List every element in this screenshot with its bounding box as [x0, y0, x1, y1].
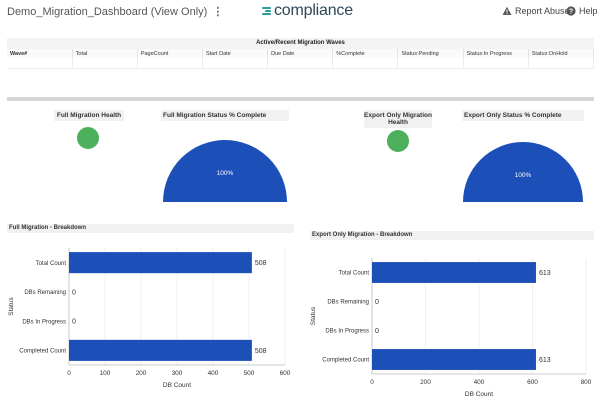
export-gauge-value: 100%: [514, 172, 532, 179]
y-axis-title: Status: [310, 306, 317, 325]
dashboard-title-text: Demo_Migration_Dashboard (View Only): [7, 6, 208, 18]
export-health-title-text: Export Only Migration Health: [364, 112, 432, 126]
y-category-label: DBs In Progress: [22, 319, 66, 325]
x-tick-label: 800: [581, 379, 592, 386]
export-breakdown-chart: 0 200 400 600 800 Total Count 613 DBs Remaining…: [310, 258, 592, 398]
bar: [372, 349, 536, 370]
export-health-title: Export Only Migration Health: [364, 110, 432, 128]
column-header[interactable]: Status:Pending: [397, 49, 464, 58]
svg-text:?: ?: [569, 9, 573, 16]
bar-value-label: 0: [375, 299, 379, 306]
bar-value-label: 613: [539, 357, 551, 364]
x-axis-title: DB Count: [465, 391, 493, 398]
column-header[interactable]: PageCount: [137, 49, 203, 58]
full-status-gauge: [163, 140, 287, 202]
y-category-label: Total Count: [36, 261, 67, 267]
more-options-icon[interactable]: ⋮: [212, 6, 224, 18]
column-header[interactable]: Start Date: [202, 49, 269, 58]
full-gauge-value: 100%: [216, 170, 234, 177]
full-health-title-text: Full Migration Health: [56, 112, 122, 119]
export-status-title-text: Export Only Status % Complete: [464, 112, 562, 119]
table-row: [7, 58, 595, 69]
y-category-label: Completed Count: [322, 358, 369, 364]
help-link[interactable]: ? Help: [566, 6, 598, 16]
bar-value-label: 613: [539, 270, 551, 277]
y-category-label: Completed Count: [19, 349, 66, 355]
x-tick-label: 0: [67, 370, 71, 377]
column-header[interactable]: Due Date: [267, 49, 334, 58]
x-tick-label: 0: [370, 379, 374, 386]
y-category-label: DBs Remaining: [327, 300, 369, 306]
x-tick-label: 300: [172, 370, 183, 377]
y-axis-title: Status: [8, 297, 15, 316]
x-tick-label: 200: [420, 379, 431, 386]
bar-value-label: 0: [375, 328, 379, 335]
logo-text: compliance: [274, 2, 353, 19]
column-header[interactable]: Status:In Progress: [463, 49, 529, 58]
report-abuse-label: Report Abuse: [515, 6, 570, 16]
full-health-status-dot: [77, 127, 99, 149]
full-breakdown-title: Full Migration - Breakdown: [7, 224, 294, 233]
export-status-title: Export Only Status % Complete: [462, 110, 584, 121]
y-category-label: Total Count: [339, 271, 370, 277]
export-breakdown-title: Export Only Migration - Breakdown: [310, 231, 594, 240]
x-tick-label: 100: [100, 370, 111, 377]
y-category-label: DBs Remaining: [24, 290, 66, 296]
dashboard-title: Demo_Migration_Dashboard (View Only) ⋮: [7, 5, 223, 18]
waves-header-row: Wave# Total PageCount Start Date Due Dat…: [7, 49, 595, 58]
x-tick-label: 600: [527, 379, 538, 386]
full-breakdown-chart: 0 100 200 300 400 500 600 Total Count 508 DBs Rem…: [8, 248, 291, 389]
full-gauge-arc: [163, 140, 287, 202]
logo-mark-icon: [262, 5, 273, 17]
bar: [69, 252, 252, 274]
x-tick-label: 600: [280, 370, 291, 377]
y-category-label: DBs In Progress: [325, 329, 369, 335]
warning-icon: [502, 6, 512, 15]
export-status-gauge: [463, 142, 583, 202]
bar-value-label: 0: [72, 289, 76, 296]
bar-value-label: 508: [255, 348, 267, 355]
report-abuse-link[interactable]: Report Abuse: [502, 6, 570, 16]
x-tick-label: 400: [474, 379, 485, 386]
x-tick-label: 400: [208, 370, 219, 377]
compliance-logo: compliance: [262, 1, 353, 21]
migration-waves-table: Active/Recent Migration Waves Wave# Tota…: [7, 38, 595, 69]
waves-table-title: Active/Recent Migration Waves: [7, 38, 594, 49]
column-header[interactable]: Total: [72, 49, 138, 58]
column-header[interactable]: %Complete: [332, 49, 399, 58]
bar: [69, 339, 252, 361]
export-gauge-arc: [463, 142, 583, 202]
bar: [372, 262, 536, 283]
column-header[interactable]: Status:OnHold: [528, 49, 595, 58]
full-status-title-text: Full Migration Status % Complete: [163, 112, 267, 119]
full-status-title: Full Migration Status % Complete: [161, 110, 289, 121]
bar-value-label: 0: [72, 319, 76, 326]
help-icon: ?: [566, 6, 576, 16]
help-label: Help: [579, 6, 598, 16]
top-bar: Demo_Migration_Dashboard (View Only) ⋮ c…: [0, 0, 600, 24]
column-header[interactable]: Wave#: [7, 49, 73, 58]
full-health-title: Full Migration Health: [54, 110, 124, 121]
export-health-status-dot: [387, 130, 409, 152]
x-axis-title: DB Count: [163, 382, 191, 389]
x-tick-label: 200: [136, 370, 147, 377]
section-divider: [7, 97, 594, 101]
x-tick-label: 500: [244, 370, 255, 377]
bar-value-label: 508: [255, 260, 267, 267]
